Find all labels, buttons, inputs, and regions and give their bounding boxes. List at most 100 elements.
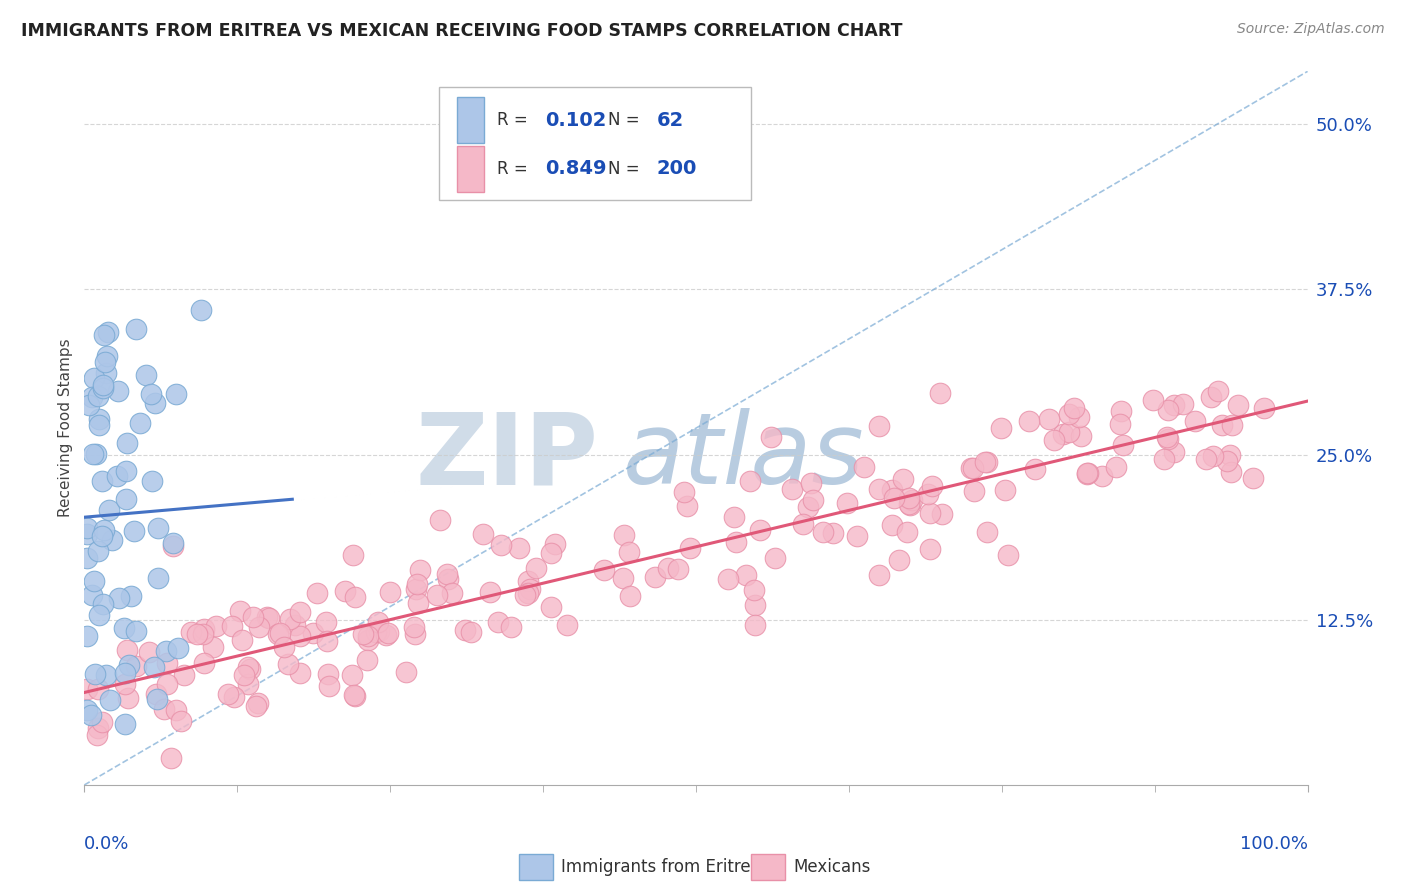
- Point: [540, 546, 562, 560]
- Point: [1042, 433, 1064, 447]
- Point: [302, 626, 325, 640]
- Point: [77, 398, 100, 412]
- Point: [269, 625, 291, 640]
- Point: [513, 588, 536, 602]
- Point: [976, 455, 998, 469]
- Point: [86, 544, 108, 558]
- Point: [763, 550, 786, 565]
- Point: [489, 538, 512, 552]
- Point: [91, 597, 114, 611]
- Point: [404, 627, 426, 641]
- Point: [76, 703, 98, 717]
- Point: [278, 612, 301, 626]
- Point: [868, 568, 890, 582]
- Point: [1202, 450, 1225, 464]
- Point: [290, 606, 312, 620]
- Point: [222, 690, 245, 705]
- Point: [675, 499, 697, 513]
- Point: [1069, 410, 1091, 425]
- Point: [1091, 469, 1114, 483]
- Point: [835, 496, 858, 510]
- Text: N =: N =: [607, 160, 645, 178]
- Point: [1076, 466, 1098, 480]
- Point: [486, 615, 509, 630]
- Point: [277, 657, 299, 671]
- Point: [202, 640, 225, 654]
- Point: [380, 584, 402, 599]
- Point: [170, 714, 193, 728]
- Point: [98, 693, 121, 707]
- Point: [917, 487, 939, 501]
- Point: [1241, 471, 1264, 485]
- Point: [1206, 384, 1229, 398]
- Point: [1038, 412, 1060, 426]
- Point: [471, 527, 494, 541]
- Point: [1057, 407, 1080, 421]
- Point: [318, 679, 340, 693]
- Point: [76, 682, 98, 697]
- Point: [87, 607, 110, 622]
- Point: [1173, 397, 1195, 411]
- Point: [242, 610, 264, 624]
- Point: [118, 657, 141, 672]
- Text: 0.849: 0.849: [546, 160, 607, 178]
- Point: [1142, 392, 1164, 407]
- Text: 100.0%: 100.0%: [1240, 835, 1308, 853]
- Point: [186, 626, 208, 640]
- Point: [167, 640, 190, 655]
- Point: [997, 548, 1019, 562]
- Point: [880, 518, 903, 533]
- Point: [344, 689, 367, 703]
- Point: [94, 366, 117, 380]
- Point: [221, 618, 243, 632]
- Point: [1111, 438, 1133, 452]
- Point: [76, 527, 98, 541]
- Point: [315, 615, 337, 630]
- Point: [973, 455, 995, 469]
- Point: [744, 598, 766, 612]
- Point: [460, 624, 482, 639]
- Point: [155, 644, 177, 658]
- Point: [845, 529, 868, 543]
- Point: [190, 302, 212, 317]
- Point: [93, 523, 115, 537]
- Point: [114, 492, 136, 507]
- Point: [929, 386, 952, 401]
- Point: [436, 572, 458, 586]
- Point: [740, 475, 762, 489]
- Point: [1163, 445, 1185, 459]
- Point: [173, 668, 195, 682]
- Point: [316, 666, 339, 681]
- Point: [87, 681, 110, 696]
- Point: [193, 656, 215, 670]
- Text: ZIP: ZIP: [415, 409, 598, 505]
- Point: [145, 687, 167, 701]
- Point: [232, 668, 254, 682]
- Point: [501, 620, 523, 634]
- Point: [900, 492, 922, 507]
- FancyBboxPatch shape: [439, 87, 751, 200]
- Point: [891, 472, 914, 486]
- Point: [644, 569, 666, 583]
- Point: [91, 474, 114, 488]
- Point: [517, 574, 540, 589]
- Bar: [519, 855, 553, 880]
- Point: [1052, 426, 1074, 441]
- Text: R =: R =: [496, 112, 533, 129]
- Point: [666, 562, 689, 576]
- Point: [91, 714, 114, 729]
- Point: [284, 618, 307, 632]
- Point: [125, 659, 148, 673]
- Point: [1227, 398, 1250, 412]
- Point: [1076, 467, 1098, 481]
- Point: [508, 541, 530, 556]
- Point: [124, 624, 146, 639]
- Point: [440, 586, 463, 600]
- Text: Immigrants from Eritrea: Immigrants from Eritrea: [561, 858, 761, 876]
- Point: [165, 386, 187, 401]
- Point: [273, 640, 295, 654]
- Point: [247, 697, 270, 711]
- Point: [759, 430, 782, 444]
- Point: [342, 668, 364, 682]
- Point: [896, 525, 918, 540]
